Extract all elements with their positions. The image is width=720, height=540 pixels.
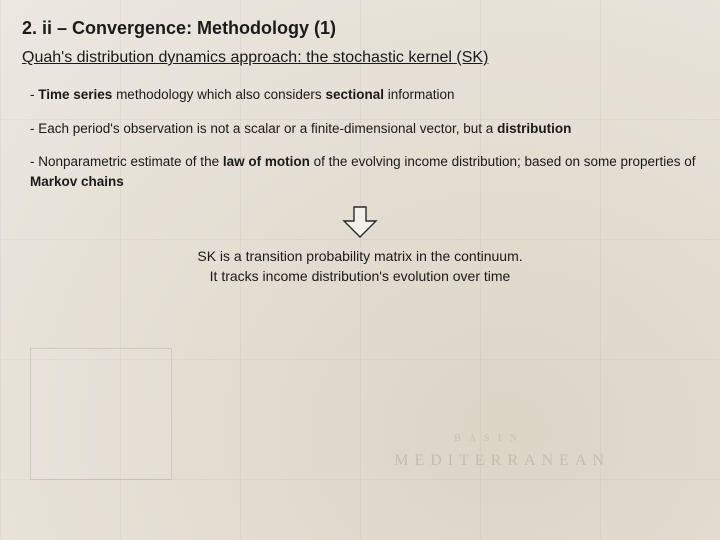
text: information [384,87,455,102]
conclusion-line-1: SK is a transition probability matrix in… [22,247,698,267]
bullet-list: - Time series methodology which also con… [30,85,698,191]
map-inset-decor [30,348,172,480]
bullet-2: - Each period's observation is not a sca… [30,119,698,139]
map-label-small: B A S I N [454,433,520,444]
slide-title: 2. ii – Convergence: Methodology (1) [22,18,698,39]
down-arrow-wrap [22,205,698,239]
text: - Each period's observation is not a sca… [30,121,497,136]
text: methodology which also considers [112,87,325,102]
emphasis: sectional [325,87,384,102]
text: - [30,87,38,102]
bullet-3: - Nonparametric estimate of the law of m… [30,152,698,191]
text: of the evolving income distribution; bas… [310,154,696,169]
emphasis: Time series [38,87,112,102]
slide: 2. ii – Convergence: Methodology (1) Qua… [0,0,720,540]
map-label-big: MEDITERRANEAN [394,452,610,470]
conclusion-line-2: It tracks income distribution's evolutio… [22,267,698,287]
emphasis: distribution [497,121,571,136]
conclusion: SK is a transition probability matrix in… [22,247,698,286]
text: - Nonparametric estimate of the [30,154,223,169]
emphasis: law of motion [223,154,310,169]
bullet-1: - Time series methodology which also con… [30,85,698,105]
slide-subtitle: Quah's distribution dynamics approach: t… [22,49,698,67]
emphasis: Markov chains [30,174,124,189]
down-arrow-icon [340,205,380,239]
